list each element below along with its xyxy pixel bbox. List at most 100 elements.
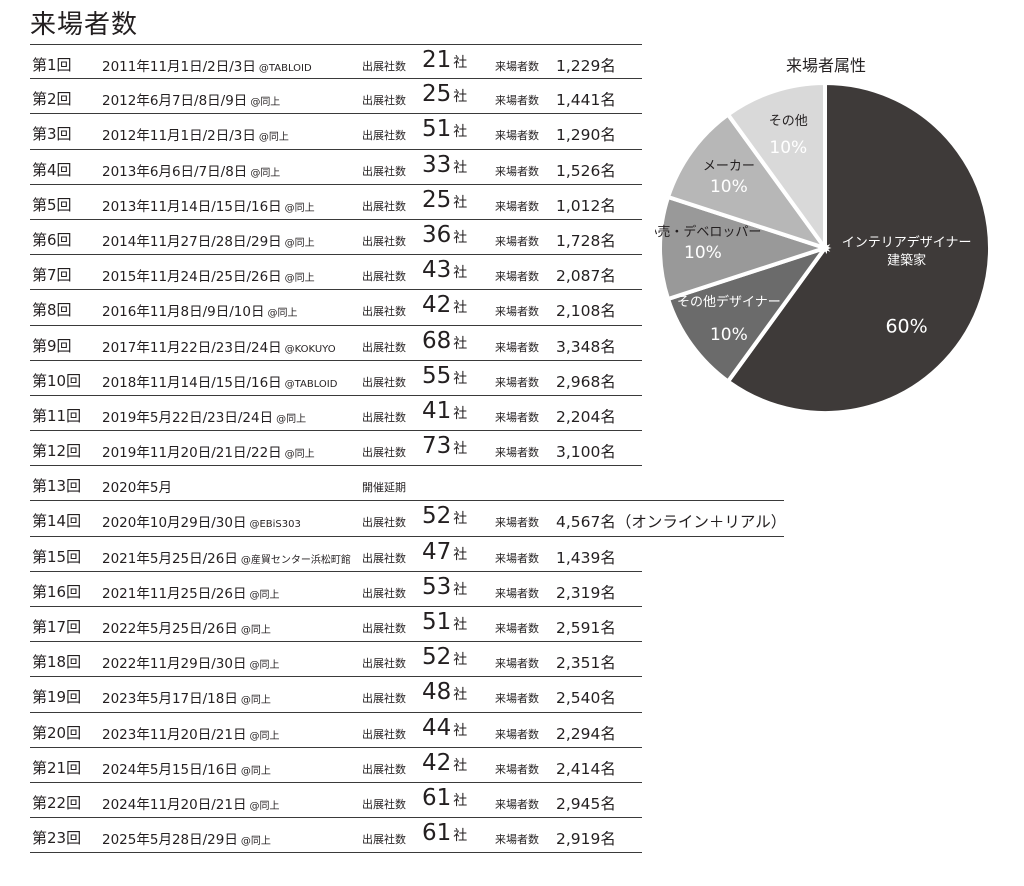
- visitors-count: 1,439名: [556, 548, 616, 567]
- event-venue: @同上: [240, 765, 271, 777]
- exhibitors-count: 44: [422, 714, 452, 741]
- table-row: 第10回 2018年11月14日/15日/16日 @TABLOID 出展社数 55 社 来場…: [30, 361, 642, 396]
- exhibitors-label: 出展社数: [362, 94, 406, 108]
- visitors-count: 2,414名: [556, 759, 616, 778]
- visitors-label: 来場者数: [495, 762, 539, 776]
- exhibitors-count-cell: 61 社: [422, 785, 467, 811]
- table-row: 第21回 2024年5月15日/16日 @同上 出展社数 42 社 来場者数 2,414名: [30, 748, 642, 783]
- event-dates: 2019年11月20日/21日/22日: [102, 445, 282, 462]
- exhibitors-count-cell: 61 社: [422, 820, 467, 846]
- exhibitors-count-cell: 43 社: [422, 257, 467, 283]
- table-row: 第8回 2016年11月8日/9日/10日 @同上 出展社数 42 社来場者数 2,108名: [30, 290, 642, 326]
- exhibitors-count-cell: 47 社: [422, 539, 467, 565]
- event-dates: 2023年5月17日/18日: [102, 691, 238, 708]
- event-dates: 2021年5月25日/26日: [102, 550, 238, 567]
- table-row: 第11回 2019年5月22日/23日/24日 @同上 出展社数 41 社 来場者数 2,20…: [30, 396, 642, 432]
- event-dates-cell: 2017年11月22日/23日/24日 @KOKUYO: [102, 336, 336, 356]
- table-row: 第13回 2020年5月 開催延期: [30, 466, 784, 502]
- exhibitors-unit: 社: [453, 581, 468, 598]
- event-dates: 2025年5月28日/29日: [102, 832, 238, 849]
- exhibitors-label: 出展社数: [362, 586, 406, 600]
- exhibitors-label: 出展社数: [362, 622, 406, 635]
- event-venue: @同上: [284, 237, 315, 249]
- exhibitors-unit: 社: [453, 722, 468, 739]
- exhibitors-count-cell: 25 社: [422, 81, 467, 107]
- visitors-label: 来場者数: [495, 586, 539, 600]
- event-dates: 2013年6月6日/7日/8日: [102, 163, 248, 180]
- exhibitors-label: 出展社数: [362, 129, 406, 143]
- round-number: 第16回: [32, 582, 82, 601]
- exhibitors-label: 出展社数: [362, 305, 406, 319]
- exhibitors-unit: 社: [453, 89, 468, 106]
- exhibitors-count: 53: [422, 573, 452, 600]
- exhibitors-count: 48: [422, 679, 452, 706]
- event-venue: @同上: [249, 589, 280, 601]
- exhibitors-count: 52: [422, 644, 452, 671]
- exhibitors-unit: 社: [453, 300, 468, 317]
- visitors-label: 来場者数: [495, 375, 539, 389]
- event-venue: @同上: [258, 132, 289, 144]
- exhibitors-count: 51: [422, 609, 452, 635]
- visitors-label: 来場者数: [495, 340, 539, 354]
- exhibitors-unit: 社: [453, 652, 468, 669]
- event-venue: @同上: [240, 625, 271, 636]
- round-number: 第20回: [32, 723, 82, 742]
- table-row: 第2回 2012年6月7日/8日/9日 @同上 出展社数 25 社来場者数 1,441名: [30, 79, 642, 115]
- event-dates-cell: 2019年5月22日/23日/24日 @同上: [102, 406, 306, 426]
- exhibitors-count: 73: [422, 433, 452, 460]
- visitors-label: 来場者数: [495, 833, 539, 847]
- table-row: 第15回 2021年5月25日/26日 @産貿センター浜松町館 出展社数 47 社 来場者数…: [30, 537, 642, 572]
- event-venue: @同上: [284, 449, 315, 461]
- event-venue: @産貿センター浜松町館: [240, 554, 351, 566]
- table-row: 第22回 2024年11月20日/21日 @同上 出展社数 61 社 来場者数 2,945名: [30, 783, 642, 819]
- pie-slice: [725, 82, 827, 255]
- event-dates-cell: 2016年11月8日/9日/10日 @同上: [102, 300, 298, 320]
- exhibitors-count-cell: 21 社: [422, 47, 467, 73]
- table-row: 第17回 2022年5月25日/26日 @同上 出展社数 51 社来場者数 2,591名: [30, 607, 642, 643]
- exhibitors-label: 出展社数: [362, 516, 406, 530]
- round-number: 第8回: [32, 301, 72, 320]
- round-number: 第18回: [32, 653, 82, 672]
- event-dates: 2016年11月8日/9日/10日: [102, 304, 265, 321]
- event-dates: 2015年11月24日/25日/26日: [102, 269, 282, 286]
- event-venue: @同上: [249, 660, 280, 672]
- round-number: 第7回: [32, 266, 72, 285]
- visitors-label: 来場者数: [495, 94, 539, 108]
- table-row: 第5回 2013年11月14日/15日/16日 @同上 出展社数 25 社 来場者数 1,01…: [30, 185, 642, 220]
- visitors-label: 来場者数: [495, 234, 539, 248]
- event-venue: @同上: [250, 167, 281, 179]
- exhibitors-unit: 社: [453, 546, 468, 563]
- round-number: 第1回: [32, 56, 72, 74]
- visitors-label: 来場者数: [495, 657, 539, 671]
- event-dates-cell: 2020年10月29日/30日 @EBiS303: [102, 511, 301, 531]
- table-row: 第7回 2015年11月24日/25日/26日 @同上 出展社数 43 社来場者数 2,08…: [30, 255, 642, 291]
- visitors-count: 2,351名: [556, 654, 616, 673]
- exhibitors-label: 出展社数: [362, 270, 406, 284]
- exhibitors-count-cell: 41 社: [422, 398, 467, 424]
- exhibitors-count: 21: [422, 47, 452, 73]
- exhibitors-unit: 社: [453, 405, 468, 422]
- event-dates-cell: 2012年6月7日/8日/9日 @同上: [102, 89, 280, 109]
- history-table: 第1回 2011年11月1日/2日/3日 @TABLOID 出展社数 21 社来場者数 1,…: [30, 44, 790, 854]
- exhibitors-count: 43: [422, 257, 452, 284]
- exhibitors-unit: 社: [453, 828, 468, 845]
- visitors-count: 2,087名: [556, 267, 616, 286]
- event-dates-cell: 2012年11月1日/2日/3日 @同上: [102, 124, 289, 144]
- visitors-label: 来場者数: [495, 410, 539, 424]
- exhibitors-unit: 社: [453, 757, 468, 774]
- table-row: 第19回 2023年5月17日/18日 @同上 出展社数 48 社来場者数 2,540名: [30, 677, 642, 713]
- visitors-label: 来場者数: [495, 164, 539, 178]
- pie-slice-label: メーカー: [703, 159, 755, 174]
- visitors-label: 来場者数: [495, 270, 539, 284]
- exhibitors-label: 出展社数: [362, 164, 406, 178]
- exhibitors-unit: 社: [453, 124, 468, 141]
- event-dates: 2019年5月22日/23日/24日: [102, 409, 274, 426]
- pie-slice-label: 建築家: [887, 253, 926, 269]
- round-number: 第11回: [32, 406, 82, 425]
- exhibitors-count: 47: [422, 538, 452, 565]
- exhibitors-unit: 社: [453, 441, 468, 458]
- event-dates-cell: 2023年5月17日/18日 @同上: [102, 687, 271, 707]
- event-venue: @同上: [284, 202, 315, 214]
- exhibitors-label: 出展社数: [362, 727, 406, 741]
- event-dates: 2022年11月29日/30日: [102, 656, 247, 673]
